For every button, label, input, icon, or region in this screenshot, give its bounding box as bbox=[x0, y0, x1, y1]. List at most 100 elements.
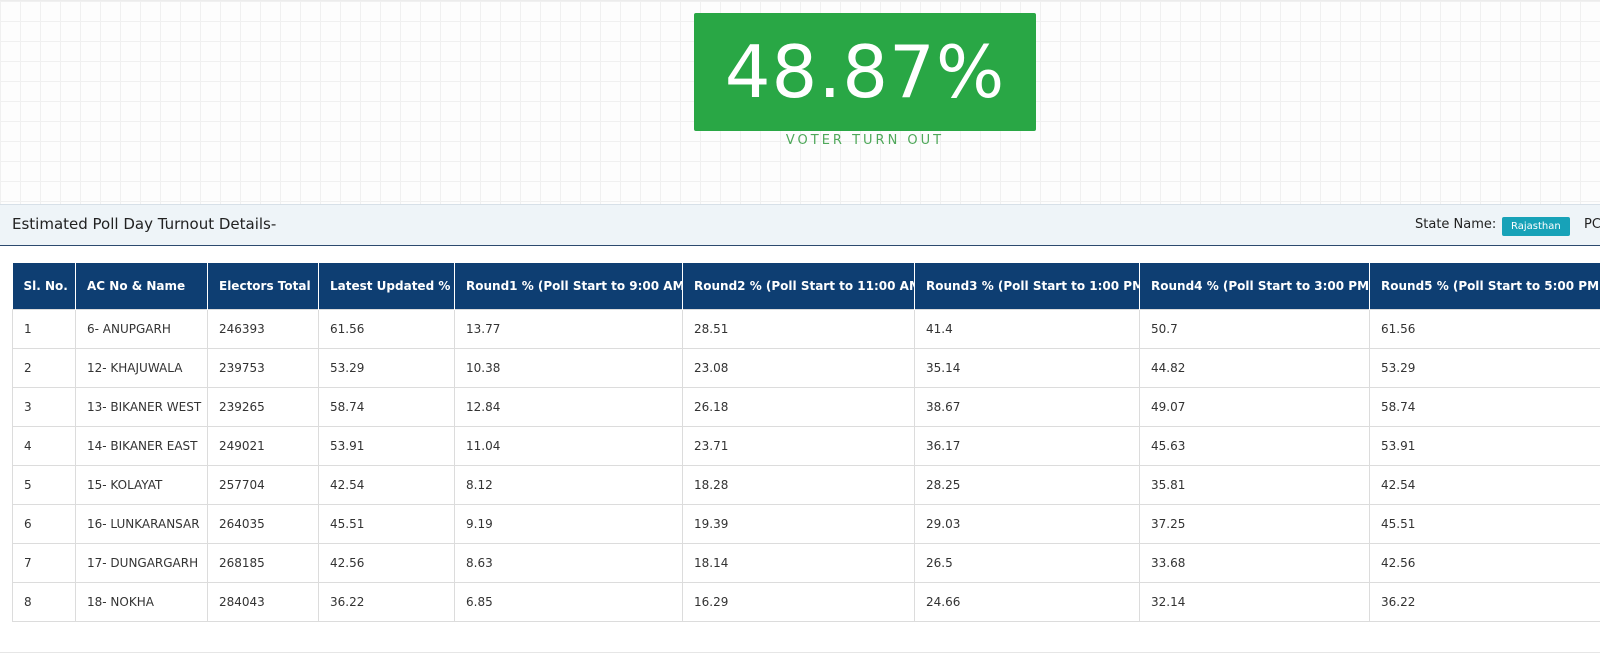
ac-name-cell: 17- DUNGARGARH bbox=[75, 543, 208, 583]
ac-name-cell: 16- LUNKARANSAR bbox=[75, 504, 208, 544]
ac-name-cell: 18- NOKHA bbox=[75, 582, 208, 622]
electors-total-cell: 257704 bbox=[207, 465, 319, 505]
sl-no-cell: 2 bbox=[12, 348, 76, 388]
sl-no-cell: 5 bbox=[12, 465, 76, 505]
ac-name-cell: 15- KOLAYAT bbox=[75, 465, 208, 505]
round2-cell: 18.28 bbox=[682, 465, 915, 505]
round3-cell: 29.03 bbox=[914, 504, 1140, 544]
sl-no-cell: 3 bbox=[12, 387, 76, 427]
state-name-label: State Name: bbox=[1415, 217, 1497, 232]
header-round4: Round4 % (Poll Start to 3:00 PM) bbox=[1139, 263, 1370, 310]
round5-cell: 42.54 bbox=[1369, 465, 1600, 505]
pc-name-label: PC bbox=[1584, 217, 1600, 232]
sl-no-cell: 1 bbox=[12, 309, 76, 349]
ac-name-cell: 12- KHAJUWALA bbox=[75, 348, 208, 388]
header-ac-name: AC No & Name bbox=[75, 263, 208, 310]
round1-cell: 11.04 bbox=[454, 426, 683, 466]
table-header-row: Sl. No. AC No & Name Electors Total Late… bbox=[12, 263, 1600, 310]
turnout-hero: 48.87% VOTER TURN OUT bbox=[0, 0, 1600, 205]
round4-cell: 37.25 bbox=[1139, 504, 1370, 544]
latest-updated-cell: 58.74 bbox=[318, 387, 455, 427]
latest-updated-cell: 42.54 bbox=[318, 465, 455, 505]
round5-cell: 42.56 bbox=[1369, 543, 1600, 583]
round1-cell: 8.63 bbox=[454, 543, 683, 583]
header-round2: Round2 % (Poll Start to 11:00 AM) bbox=[682, 263, 915, 310]
table-row: 4 14- BIKANER EAST 249021 53.91 11.04 23.71 36… bbox=[12, 426, 1600, 466]
header-round5: Round5 % (Poll Start to 5:00 PM) bbox=[1369, 263, 1600, 310]
electors-total-cell: 268185 bbox=[207, 543, 319, 583]
round1-cell: 13.77 bbox=[454, 309, 683, 349]
turnout-label: VOTER TURN OUT bbox=[785, 133, 945, 148]
electors-total-cell: 239265 bbox=[207, 387, 319, 427]
round3-cell: 24.66 bbox=[914, 582, 1140, 622]
ac-name-cell: 14- BIKANER EAST bbox=[75, 426, 208, 466]
table-row: 6 16- LUNKARANSAR 264035 45.51 9.19 19.39 29.0… bbox=[12, 504, 1600, 544]
ac-name-cell: 6- ANUPGARH bbox=[75, 309, 208, 349]
state-name-badge: Rajasthan bbox=[1502, 217, 1570, 236]
round2-cell: 26.18 bbox=[682, 387, 915, 427]
electors-total-cell: 264035 bbox=[207, 504, 319, 544]
table-row: 7 17- DUNGARGARH 268185 42.56 8.63 18.14 26.5 3… bbox=[12, 543, 1600, 583]
latest-updated-cell: 42.56 bbox=[318, 543, 455, 583]
round2-cell: 19.39 bbox=[682, 504, 915, 544]
round1-cell: 8.12 bbox=[454, 465, 683, 505]
latest-updated-cell: 53.29 bbox=[318, 348, 455, 388]
sl-no-cell: 8 bbox=[12, 582, 76, 622]
details-header-bar: Estimated Poll Day Turnout Details- Stat… bbox=[0, 204, 1600, 246]
header-round1: Round1 % (Poll Start to 9:00 AM) bbox=[454, 263, 683, 310]
round5-cell: 61.56 bbox=[1369, 309, 1600, 349]
round3-cell: 36.17 bbox=[914, 426, 1140, 466]
sl-no-cell: 6 bbox=[12, 504, 76, 544]
round3-cell: 35.14 bbox=[914, 348, 1140, 388]
round4-cell: 35.81 bbox=[1139, 465, 1370, 505]
latest-updated-cell: 53.91 bbox=[318, 426, 455, 466]
round1-cell: 12.84 bbox=[454, 387, 683, 427]
turnout-box: 48.87% bbox=[694, 13, 1036, 131]
latest-updated-cell: 36.22 bbox=[318, 582, 455, 622]
table-row: 8 18- NOKHA 284043 36.22 6.85 16.29 24.66 32.14… bbox=[12, 582, 1600, 622]
header-electors-total: Electors Total bbox=[207, 263, 319, 310]
round5-cell: 58.74 bbox=[1369, 387, 1600, 427]
header-sl-no: Sl. No. bbox=[12, 263, 76, 310]
round2-cell: 23.71 bbox=[682, 426, 915, 466]
round4-cell: 32.14 bbox=[1139, 582, 1370, 622]
header-latest-updated: Latest Updated % bbox=[318, 263, 455, 310]
turnout-percentage: 48.87% bbox=[724, 30, 1006, 114]
table-row: 5 15- KOLAYAT 257704 42.54 8.12 18.28 28.25 35.… bbox=[12, 465, 1600, 505]
table-row: 1 6- ANUPGARH 246393 61.56 13.77 28.51 41.4 50.… bbox=[12, 309, 1600, 349]
details-title: Estimated Poll Day Turnout Details- bbox=[12, 215, 277, 233]
round2-cell: 18.14 bbox=[682, 543, 915, 583]
round3-cell: 26.5 bbox=[914, 543, 1140, 583]
round5-cell: 45.51 bbox=[1369, 504, 1600, 544]
latest-updated-cell: 45.51 bbox=[318, 504, 455, 544]
round3-cell: 28.25 bbox=[914, 465, 1140, 505]
table-body: 1 6- ANUPGARH 246393 61.56 13.77 28.51 41.4 50.… bbox=[12, 309, 1600, 622]
sl-no-cell: 7 bbox=[12, 543, 76, 583]
divider bbox=[0, 652, 1600, 653]
header-round3: Round3 % (Poll Start to 1:00 PM) bbox=[914, 263, 1140, 310]
round4-cell: 49.07 bbox=[1139, 387, 1370, 427]
round3-cell: 38.67 bbox=[914, 387, 1140, 427]
round5-cell: 53.91 bbox=[1369, 426, 1600, 466]
electors-total-cell: 239753 bbox=[207, 348, 319, 388]
electors-total-cell: 249021 bbox=[207, 426, 319, 466]
round4-cell: 33.68 bbox=[1139, 543, 1370, 583]
round2-cell: 16.29 bbox=[682, 582, 915, 622]
electors-total-cell: 246393 bbox=[207, 309, 319, 349]
round1-cell: 10.38 bbox=[454, 348, 683, 388]
round1-cell: 9.19 bbox=[454, 504, 683, 544]
table-row: 2 12- KHAJUWALA 239753 53.29 10.38 23.08 35.14… bbox=[12, 348, 1600, 388]
round4-cell: 44.82 bbox=[1139, 348, 1370, 388]
round2-cell: 23.08 bbox=[682, 348, 915, 388]
turnout-table-container: Sl. No. AC No & Name Electors Total Late… bbox=[12, 263, 1600, 622]
sl-no-cell: 4 bbox=[12, 426, 76, 466]
ac-name-cell: 13- BIKANER WEST bbox=[75, 387, 208, 427]
round4-cell: 50.7 bbox=[1139, 309, 1370, 349]
round5-cell: 36.22 bbox=[1369, 582, 1600, 622]
round2-cell: 28.51 bbox=[682, 309, 915, 349]
round5-cell: 53.29 bbox=[1369, 348, 1600, 388]
latest-updated-cell: 61.56 bbox=[318, 309, 455, 349]
table-row: 3 13- BIKANER WEST 239265 58.74 12.84 26.18 38… bbox=[12, 387, 1600, 427]
round3-cell: 41.4 bbox=[914, 309, 1140, 349]
electors-total-cell: 284043 bbox=[207, 582, 319, 622]
